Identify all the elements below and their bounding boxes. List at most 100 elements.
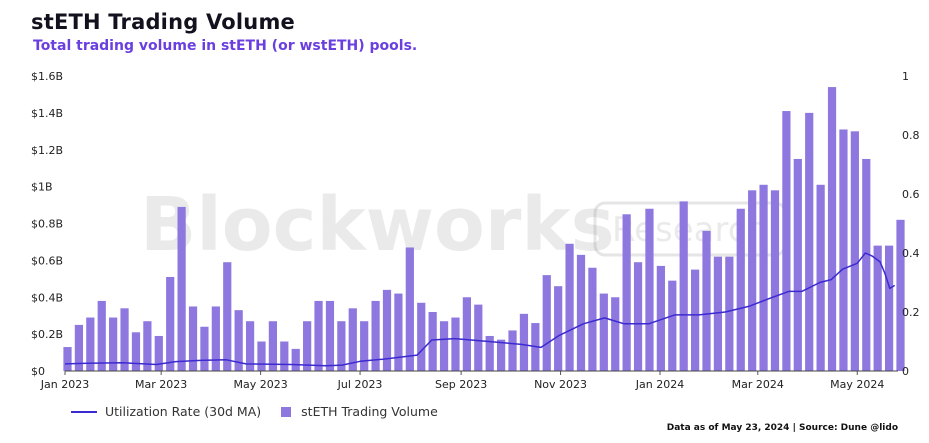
legend-line-swatch bbox=[71, 410, 97, 413]
axes: $0 $0.2B $0.4B $0.6B $0.8B $1B $1.2B $1.4B $1.6B… bbox=[31, 70, 920, 391]
y-left-tick-label: $0 bbox=[31, 365, 45, 378]
volume-bar bbox=[759, 184, 768, 371]
y-left-tick-label: $1.6B bbox=[31, 70, 63, 83]
volume-bar bbox=[257, 341, 266, 371]
volume-bar bbox=[656, 265, 665, 371]
volume-bar bbox=[599, 293, 608, 371]
volume-bar bbox=[554, 286, 563, 371]
volume-bar bbox=[200, 326, 209, 371]
volume-bar bbox=[462, 297, 471, 371]
volume-bar bbox=[770, 190, 780, 371]
volume-bar bbox=[268, 321, 278, 371]
volume-bar bbox=[850, 131, 859, 371]
legend-bar-swatch bbox=[281, 406, 292, 417]
volume-bar bbox=[508, 330, 517, 371]
y-left-tick-label: $0.6B bbox=[31, 254, 63, 267]
y-right-tick-label: 0.4 bbox=[902, 247, 920, 260]
volume-bar bbox=[816, 184, 825, 371]
volume-bar bbox=[303, 321, 312, 371]
volume-bar bbox=[633, 262, 643, 371]
volume-bar bbox=[611, 297, 620, 371]
volume-bar bbox=[428, 312, 437, 371]
volume-bar bbox=[234, 310, 243, 371]
chart-title: stETH Trading Volume bbox=[31, 10, 295, 34]
x-tick-label: Nov 2023 bbox=[534, 378, 587, 391]
volume-bar bbox=[371, 300, 380, 371]
y-left-tick-label: $0.2B bbox=[31, 328, 63, 341]
x-tick-label: Jan 2023 bbox=[40, 378, 89, 391]
legend-label-utilization: Utilization Rate (30d MA) bbox=[105, 404, 262, 419]
watermark: Blockworks Research bbox=[140, 182, 787, 268]
x-tick-label: Jan 2024 bbox=[635, 378, 684, 391]
y-left-tick-label: $1.2B bbox=[31, 144, 63, 157]
volume-bar bbox=[485, 335, 494, 371]
y-left-tick-label: $1.4B bbox=[31, 107, 63, 120]
legend-item-utilization[interactable]: Utilization Rate (30d MA) bbox=[71, 404, 261, 419]
legend-item-volume[interactable]: stETH Trading Volume bbox=[281, 404, 438, 419]
x-tick-label: Sep 2023 bbox=[435, 378, 487, 391]
line-series bbox=[64, 252, 896, 367]
volume-bar bbox=[188, 306, 198, 371]
y-right-tick-label: 0.6 bbox=[902, 188, 920, 201]
volume-bar bbox=[451, 317, 460, 371]
legend: Utilization Rate (30d MA) stETH Trading … bbox=[71, 404, 458, 419]
volume-bar bbox=[576, 254, 586, 371]
legend-label-volume: stETH Trading Volume bbox=[301, 404, 438, 419]
volume-bar bbox=[862, 158, 871, 371]
volume-bar bbox=[827, 87, 837, 371]
chart-subtitle: Total trading volume in stETH (or wstETH… bbox=[33, 38, 418, 54]
volume-bar bbox=[131, 332, 141, 371]
volume-bar bbox=[839, 129, 848, 371]
volume-bar bbox=[211, 306, 220, 371]
volume-bar bbox=[97, 300, 106, 371]
volume-bar bbox=[736, 208, 745, 371]
volume-bar bbox=[679, 201, 688, 371]
volume-bar bbox=[588, 267, 597, 371]
utilization-line bbox=[64, 252, 896, 367]
volume-bar bbox=[417, 302, 426, 371]
volume-bar bbox=[405, 247, 414, 371]
volume-bar bbox=[86, 317, 95, 371]
x-tick-label: May 2024 bbox=[830, 378, 884, 391]
volume-bar bbox=[120, 308, 129, 371]
volume-bar bbox=[245, 321, 255, 371]
y-right-tick-label: 0 bbox=[902, 365, 909, 378]
volume-bar bbox=[713, 256, 723, 371]
volume-bar bbox=[382, 289, 392, 371]
volume-bar bbox=[280, 341, 289, 371]
volume-bar bbox=[439, 321, 449, 371]
volume-bar bbox=[748, 190, 757, 371]
volume-bar bbox=[884, 245, 894, 371]
x-tick-label: Mar 2023 bbox=[135, 378, 187, 391]
volume-bar bbox=[565, 243, 574, 371]
volume-bar bbox=[805, 112, 814, 371]
x-tick-label: Jul 2023 bbox=[337, 378, 383, 391]
volume-bar bbox=[725, 256, 734, 371]
volume-bar bbox=[668, 280, 677, 371]
volume-bar bbox=[63, 347, 72, 371]
watermark-brand: Blockworks bbox=[140, 182, 615, 268]
volume-bar bbox=[873, 245, 882, 371]
volume-bar bbox=[702, 230, 711, 371]
volume-bar bbox=[896, 219, 905, 371]
x-tick-label: Mar 2024 bbox=[732, 378, 784, 391]
y-right-tick-label: 0.8 bbox=[902, 129, 920, 142]
y-right-tick-label: 1 bbox=[902, 70, 909, 83]
volume-bar bbox=[143, 321, 152, 371]
volume-bar bbox=[325, 300, 335, 371]
volume-bar bbox=[314, 300, 323, 371]
volume-bar bbox=[622, 214, 631, 371]
x-tick-label: May 2023 bbox=[233, 378, 287, 391]
volume-bar bbox=[360, 321, 369, 371]
volume-bar bbox=[223, 262, 232, 371]
y-left-tick-label: $0.4B bbox=[31, 291, 63, 304]
volume-bar bbox=[690, 269, 700, 371]
volume-bar bbox=[645, 208, 654, 371]
y-left-tick-label: $1B bbox=[31, 181, 53, 194]
volume-bar bbox=[337, 321, 346, 371]
volume-bar bbox=[109, 317, 118, 371]
volume-bar bbox=[166, 276, 175, 371]
volume-bar bbox=[74, 324, 84, 371]
volume-bar bbox=[782, 111, 791, 371]
